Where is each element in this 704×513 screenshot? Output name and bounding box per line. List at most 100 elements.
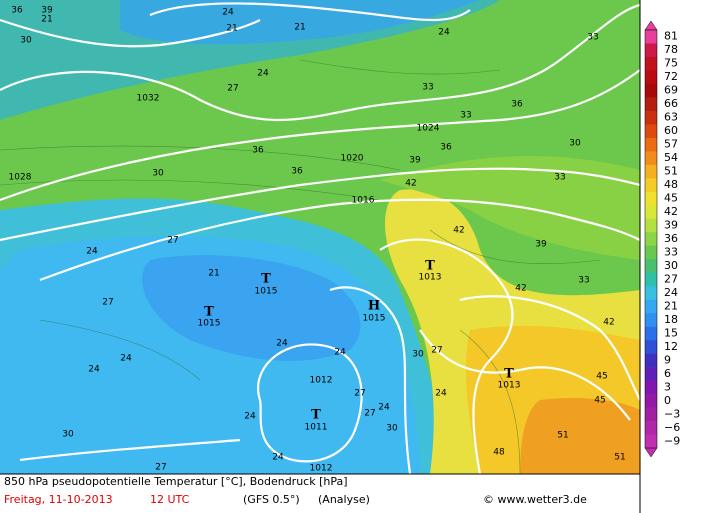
pressure-label: 1024: [417, 124, 440, 134]
isotherm-label: 27: [354, 389, 365, 399]
colorbar-cell: [645, 380, 657, 395]
isotherm-label: 24: [438, 28, 450, 38]
colorbar-cell: [645, 313, 657, 327]
colorbar-cell: [645, 367, 657, 381]
colorbar-label: 66: [664, 97, 678, 110]
isotherm-label: 42: [603, 318, 614, 328]
colorbar-cell: [645, 421, 657, 435]
colorbar-cell: [645, 83, 657, 98]
isotherm-label: 24: [88, 365, 100, 375]
footer-run: (Analyse): [318, 493, 370, 506]
colorbar-cell: [645, 191, 657, 206]
colorbar-cell: [645, 326, 657, 341]
pressure-label: 1015: [363, 314, 386, 324]
isotherm-label: 45: [594, 396, 605, 406]
isotherm-label: 30: [62, 430, 74, 440]
footer-copyright: © www.wetter3.de: [483, 493, 587, 506]
colorbar-cell: [645, 164, 657, 179]
pressure-labels: 1032 1028 1024 1020 1016 1015 1015 1015 …: [9, 94, 521, 474]
colorbar-cell: [645, 434, 657, 449]
isotherm-label: 27: [102, 298, 113, 308]
footer-model: (GFS 0.5°): [243, 493, 300, 506]
isotherm-label: 45: [596, 372, 607, 382]
colorbar-cell: [645, 232, 657, 247]
pressure-label: 1012: [310, 464, 333, 474]
colorbar-label: 72: [664, 70, 678, 83]
low-center: T: [261, 272, 271, 287]
isotherm-label: 24: [276, 339, 288, 349]
isotherm-label: 33: [578, 276, 589, 286]
isotherm-label: 24: [334, 348, 346, 358]
colorbar-label: 51: [664, 165, 678, 178]
isotherm-label: 24: [222, 8, 234, 18]
colorbar-label: 39: [664, 219, 678, 232]
colorbar-cell: [645, 205, 657, 220]
colorbar-cell: [645, 353, 657, 368]
isotherm-label: 24: [86, 247, 98, 257]
colorbar-cell: [645, 272, 657, 287]
isotherm-label: 30: [20, 36, 32, 46]
colorbar-label: 60: [664, 124, 678, 137]
colorbar-cell: [645, 97, 657, 112]
isotherm-label: 30: [386, 424, 398, 434]
isotherm-label: 27: [155, 463, 166, 473]
isotherm-label: 39: [535, 240, 547, 250]
colorbar-label: 9: [664, 353, 671, 366]
colorbar-cell: [645, 259, 657, 274]
isotherm-label: 33: [587, 33, 598, 43]
isotherm-label: 33: [554, 173, 565, 183]
colorbar-label: 27: [664, 272, 678, 285]
isotherm-label: 24: [257, 69, 269, 79]
isotherm-label: 27: [431, 346, 442, 356]
isotherm-label: 27: [364, 409, 375, 419]
isotherm-label: 27: [167, 236, 178, 246]
colorbar-cell: [645, 56, 657, 71]
colorbar-cell: [645, 286, 657, 300]
footer-time: 12 UTC: [150, 493, 190, 506]
colorbar-label: 45: [664, 192, 678, 205]
colorbar-cell: [645, 178, 657, 193]
pressure-label: 1032: [137, 94, 160, 104]
colorbar-label: 3: [664, 380, 671, 393]
low-center: T: [504, 367, 514, 382]
isotherm-label: 36: [291, 167, 303, 177]
isotherm-label: 21: [41, 15, 52, 25]
pressure-label: 1011: [305, 423, 328, 433]
isotherm-label: 36: [252, 146, 264, 156]
colorbar-frame: [644, 29, 658, 449]
isotherm-label: 51: [557, 431, 568, 441]
footer-title: 850 hPa pseudopotentielle Temperatur [°C…: [4, 475, 348, 488]
pressure-label: 1013: [498, 381, 521, 391]
pressure-label: 1015: [198, 319, 221, 329]
colorbar-label: 63: [664, 111, 678, 124]
colorbar-cell: [645, 218, 657, 233]
pressure-label: 1028: [9, 173, 32, 183]
low-center: T: [311, 408, 321, 423]
low-center: T: [425, 259, 435, 274]
colorbar-cell: [645, 151, 657, 166]
pressure-label: 1015: [255, 287, 278, 297]
isotherm-label: 30: [152, 169, 164, 179]
pressure-label: 1013: [419, 273, 442, 283]
isotherm-label: 24: [378, 403, 390, 413]
colorbar-label: 81: [664, 30, 678, 43]
colorbar-label: 6: [664, 367, 671, 380]
colorbar-label: 15: [664, 326, 678, 339]
isotherm-label: 24: [435, 389, 447, 399]
colorbar-cell: [645, 70, 657, 85]
colorbar-label: 18: [664, 313, 678, 326]
colorbar-label: 57: [664, 138, 678, 151]
isotherm-label: 30: [569, 139, 581, 149]
colorbar-cell: [645, 407, 657, 422]
colorbar-cell: [645, 340, 657, 354]
isotherm-label: 39: [41, 6, 53, 16]
colorbar-cell: [645, 137, 657, 152]
isotherm-label: 51: [614, 453, 625, 463]
colorbar-label: 30: [664, 259, 678, 272]
colorbar-cell: [645, 30, 657, 44]
isotherm-label: 42: [515, 284, 526, 294]
pressure-label: 1012: [310, 376, 333, 386]
colorbar-label: 21: [664, 299, 678, 312]
colorbar-label: −3: [664, 407, 680, 420]
